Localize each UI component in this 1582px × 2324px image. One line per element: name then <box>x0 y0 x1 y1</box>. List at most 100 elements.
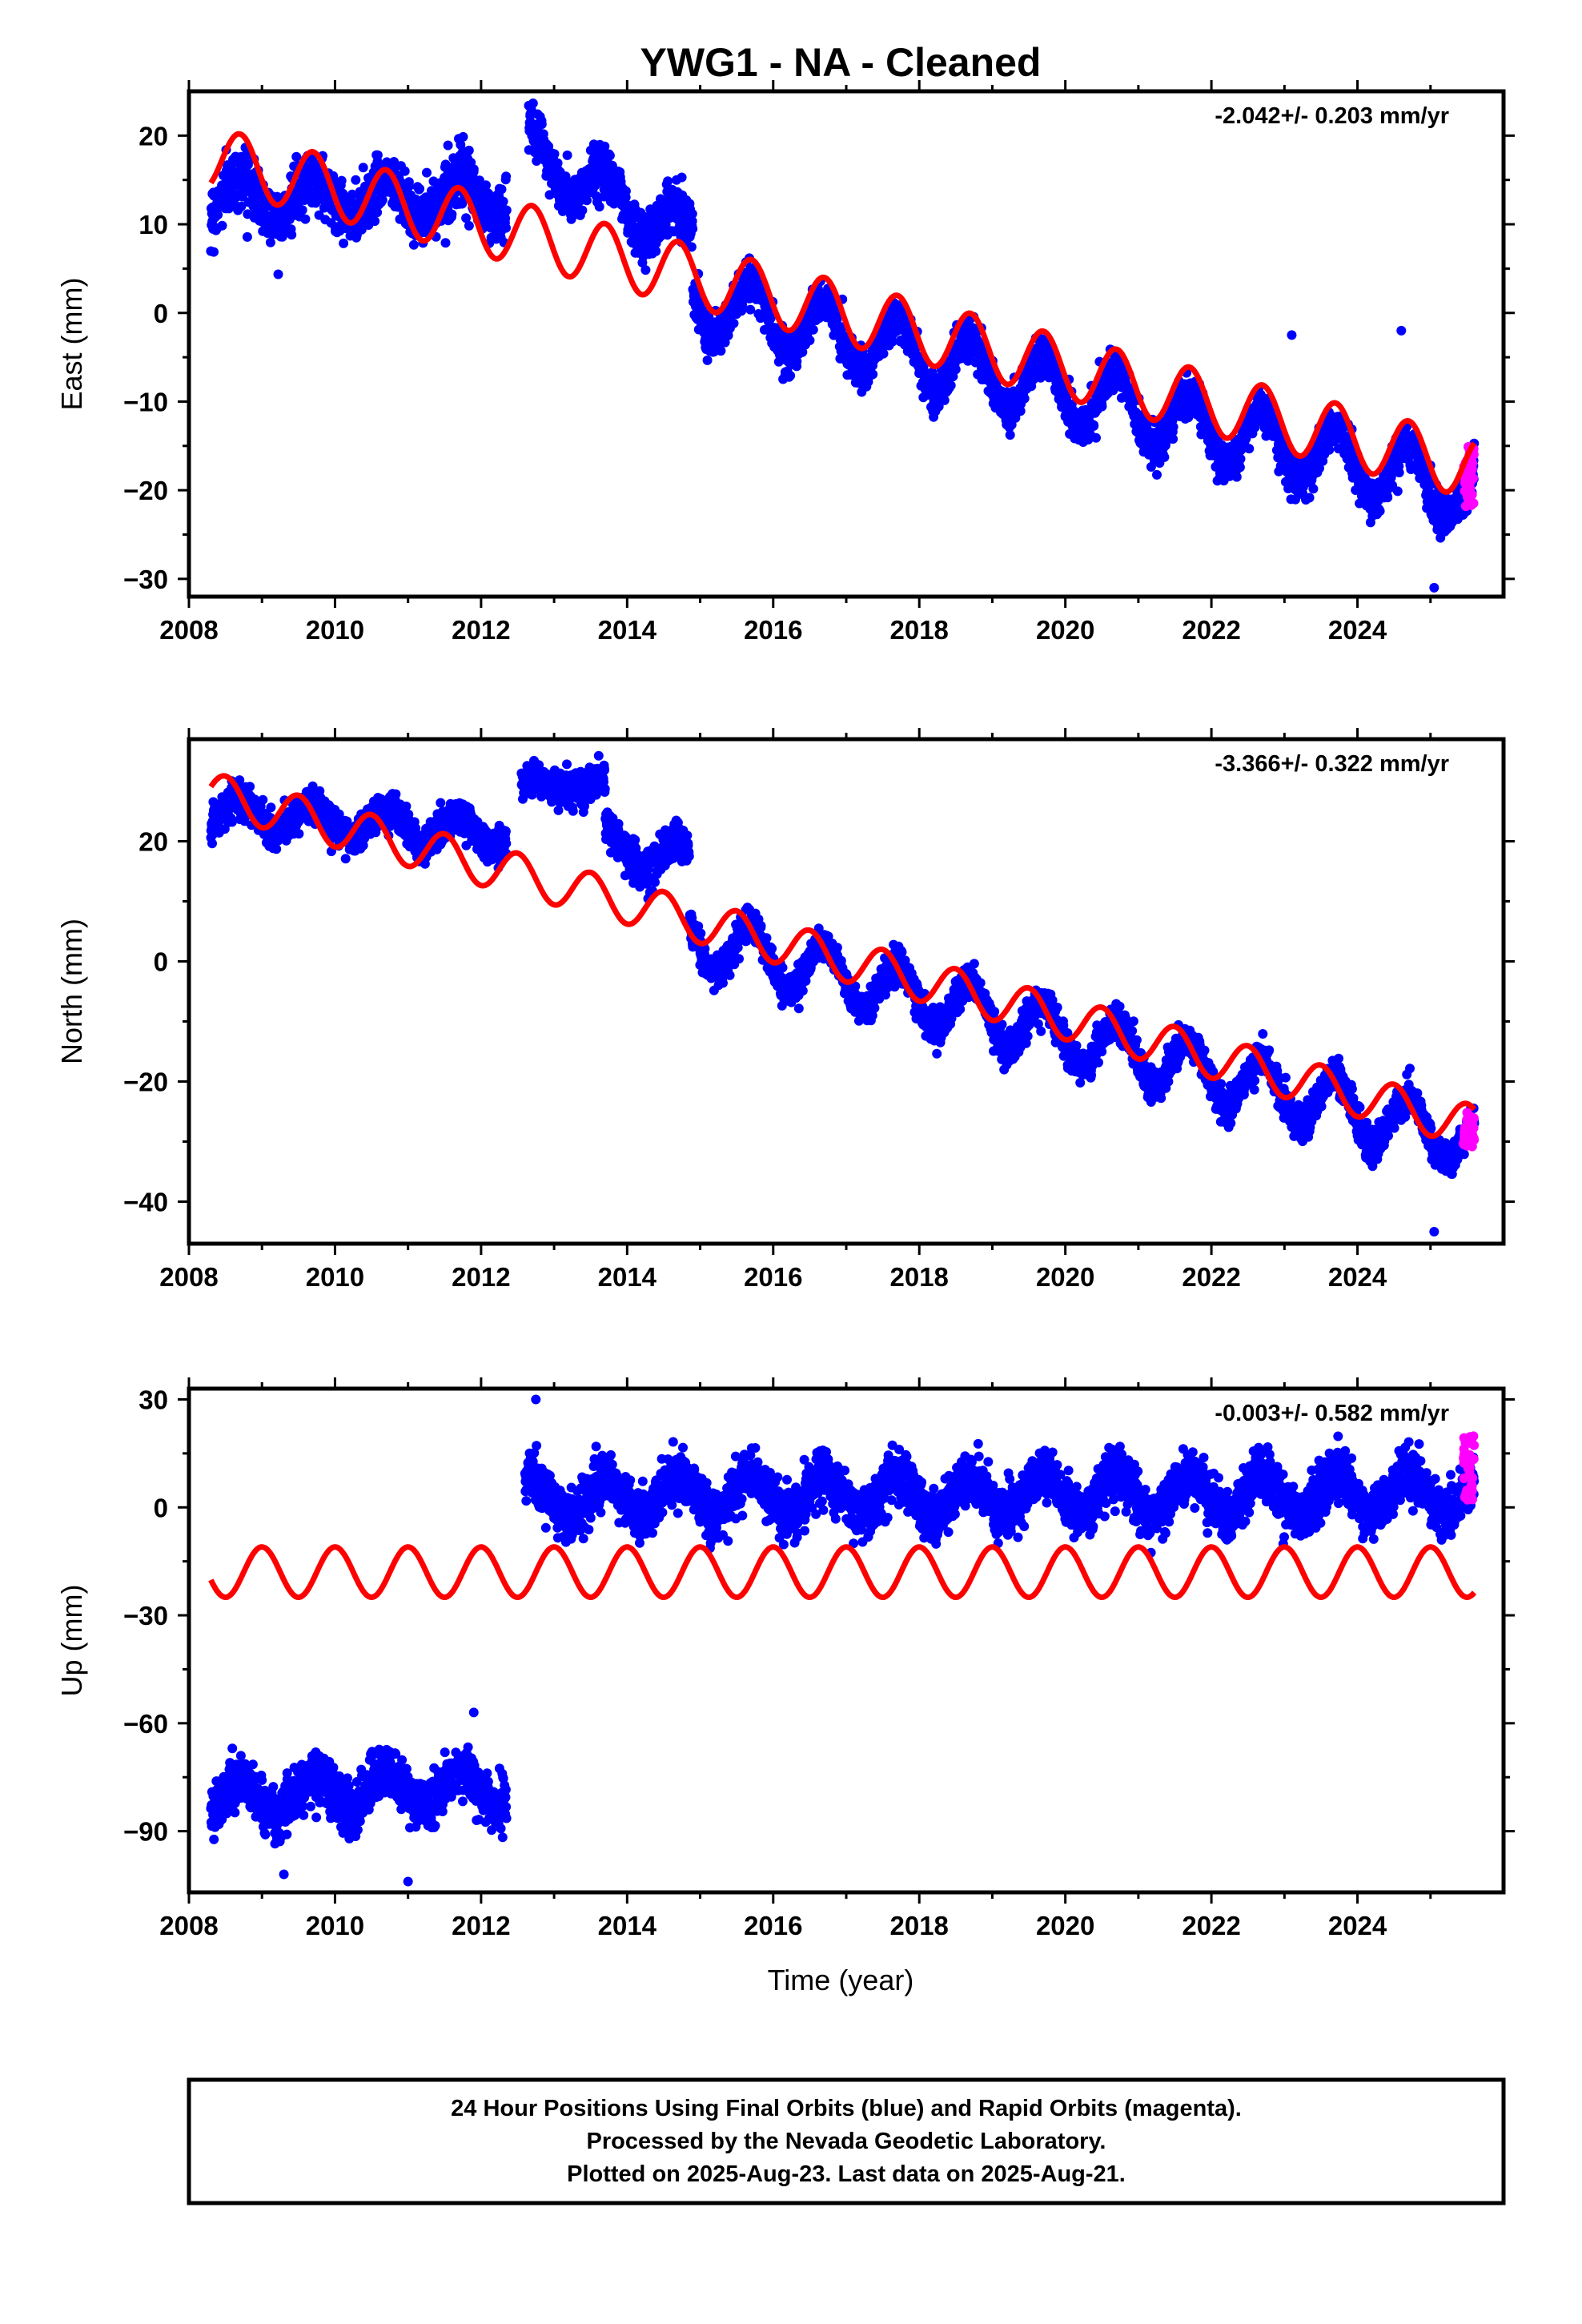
data-point <box>501 171 512 182</box>
data-point <box>496 184 507 195</box>
rapid-point <box>1466 500 1476 510</box>
data-point <box>1108 385 1118 396</box>
data-point <box>1423 480 1434 491</box>
data-point <box>291 151 302 162</box>
data-point <box>440 238 451 248</box>
data-point <box>1097 401 1107 412</box>
data-point <box>1091 432 1101 443</box>
y-axis-label: East (mm) <box>55 278 88 411</box>
data-point <box>688 223 698 234</box>
data-point <box>377 195 387 205</box>
data-point <box>213 210 223 220</box>
data-point <box>287 230 297 240</box>
data-point <box>946 380 956 391</box>
rapid-point <box>1463 493 1473 503</box>
data-point <box>307 781 318 791</box>
data-point <box>939 395 950 405</box>
plot-area <box>206 99 1480 593</box>
data-point <box>1383 493 1393 503</box>
data-point <box>716 346 726 356</box>
data-point <box>1168 422 1178 432</box>
data-point <box>464 145 474 155</box>
data-point <box>415 183 425 194</box>
data-point <box>1235 462 1245 472</box>
data-point <box>600 141 610 151</box>
x-tick-label: 2008 <box>159 615 218 645</box>
data-point <box>552 158 563 168</box>
data-point <box>468 164 479 175</box>
data-point <box>686 242 697 252</box>
x-tick-label: 2010 <box>306 615 364 645</box>
data-point <box>500 213 511 223</box>
data-point <box>1019 393 1030 404</box>
data-point <box>651 246 661 256</box>
data-point <box>868 369 878 380</box>
final-orbit-points <box>206 750 1480 1236</box>
data-point <box>458 131 468 142</box>
data-point <box>1015 406 1026 416</box>
outlier-point <box>1429 582 1439 593</box>
data-point <box>243 159 253 170</box>
data-point <box>400 166 410 176</box>
x-tick-label: 2012 <box>452 615 510 645</box>
y-tick-label: 20 <box>139 121 168 151</box>
data-point <box>370 216 380 227</box>
data-point <box>792 356 802 367</box>
data-point <box>372 207 383 218</box>
data-point <box>878 348 889 359</box>
data-point <box>1392 486 1403 497</box>
data-point <box>300 214 311 224</box>
data-point <box>408 239 419 250</box>
x-tick-label: 2018 <box>890 615 949 645</box>
data-point <box>236 201 247 211</box>
data-point <box>1315 463 1324 473</box>
data-point <box>528 99 538 108</box>
data-point <box>1089 420 1099 431</box>
plot-area <box>206 750 1480 1236</box>
data-point <box>687 209 697 219</box>
data-point <box>1304 493 1315 503</box>
panel-north: 2008 2010 2012 2014 2016 2018 2020 2022 2024200−… <box>55 728 1515 1292</box>
data-point <box>404 177 414 187</box>
data-point <box>461 213 472 223</box>
data-point <box>457 199 468 209</box>
data-point <box>242 231 252 242</box>
data-point <box>765 313 776 324</box>
data-point <box>389 157 400 167</box>
y-tick-label: −20 <box>123 476 168 505</box>
data-point <box>745 304 756 315</box>
data-point <box>1005 430 1015 440</box>
data-point <box>351 175 361 185</box>
outlier-point <box>1396 325 1407 336</box>
outlier-point <box>1287 330 1297 340</box>
data-point <box>785 371 796 381</box>
data-point <box>1152 469 1162 480</box>
y-tick-label: 10 <box>139 210 168 239</box>
panel-east: 2008 2010 2012 2014 2016 2018 2020 2022 20242010… <box>55 80 1515 645</box>
data-point <box>702 355 713 365</box>
data-point <box>372 150 383 160</box>
data-point <box>562 150 572 160</box>
data-point <box>501 223 511 233</box>
data-point <box>358 163 368 173</box>
y-tick-label: −30 <box>123 565 168 594</box>
data-point <box>640 265 651 275</box>
data-point <box>549 149 560 159</box>
data-point <box>663 176 673 187</box>
data-point <box>536 119 547 130</box>
data-point <box>356 224 367 235</box>
data-point <box>544 190 555 200</box>
data-point <box>273 269 283 279</box>
data-point <box>808 324 818 335</box>
data-point <box>582 195 592 206</box>
data-point <box>677 172 687 183</box>
data-point <box>1159 452 1170 462</box>
data-point <box>1235 454 1246 464</box>
data-point <box>797 347 808 357</box>
x-tick-label: 2022 <box>1182 615 1240 645</box>
data-point <box>805 336 815 345</box>
data-point <box>297 205 307 215</box>
data-point <box>258 794 268 805</box>
data-point <box>447 209 457 219</box>
